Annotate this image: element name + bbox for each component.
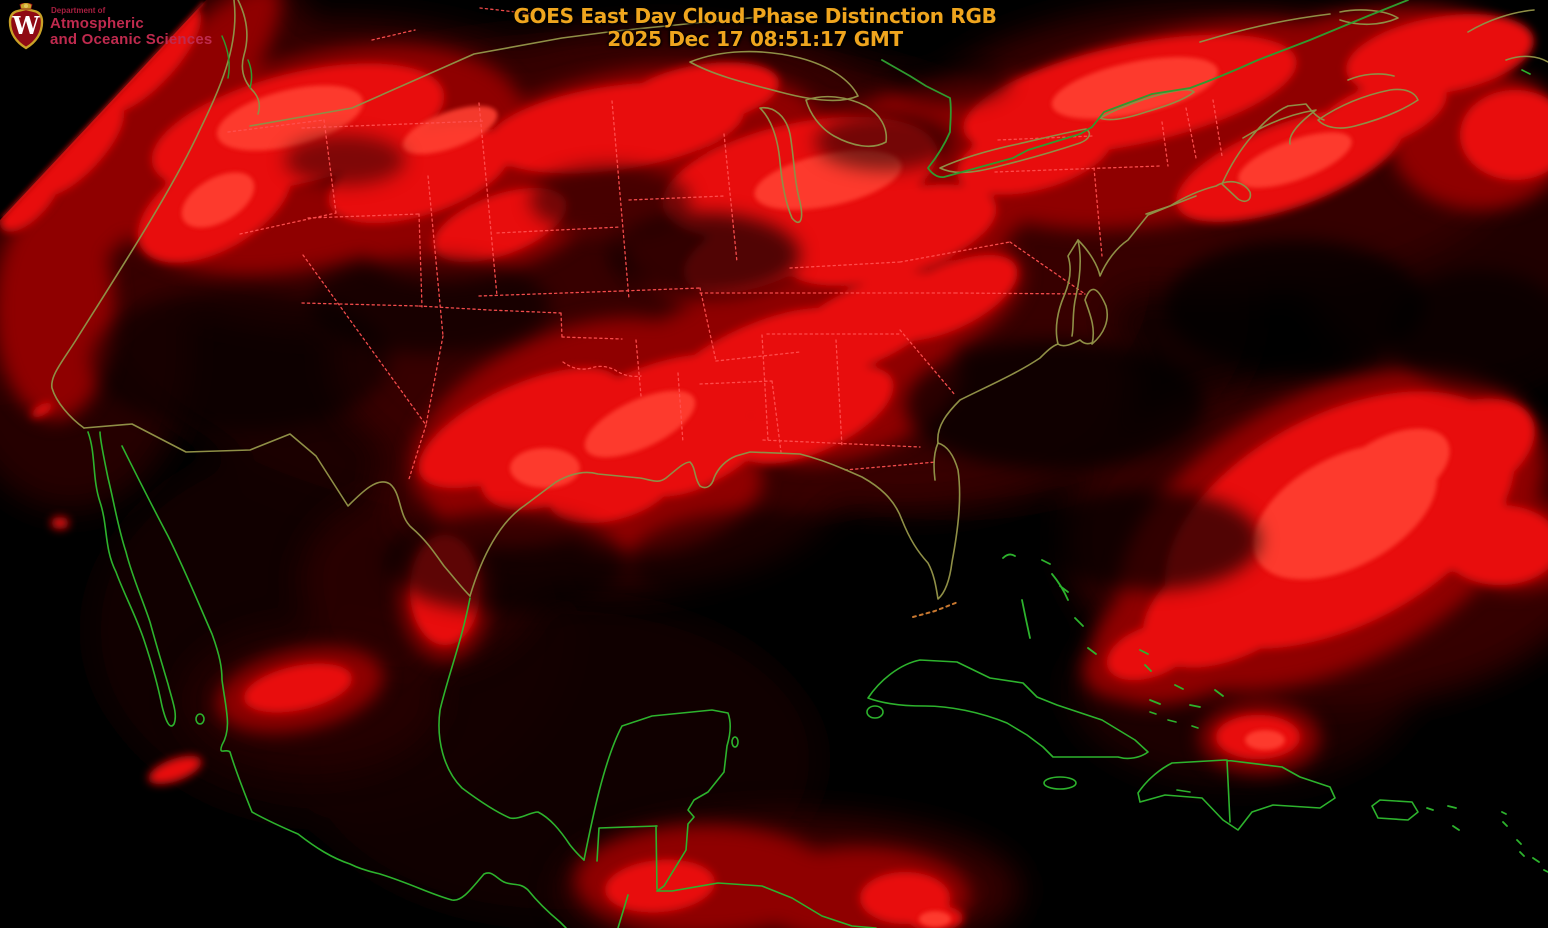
hispaniola (1137, 759, 1336, 831)
midatlantic-coastline (1055, 239, 1081, 345)
uw-crest-icon: W (7, 3, 45, 50)
florida-keys (912, 601, 959, 618)
honduras-coastline (656, 882, 877, 928)
baja-california (87, 431, 177, 727)
title-line-1: GOES East Day Cloud Phase Distinction RG… (513, 4, 997, 28)
title-line-2: 2025 Dec 17 08:51:17 GMT (607, 27, 903, 51)
st-lawrence-coast (1199, 9, 1399, 43)
uw-aos-logo: W Department of Atmospheric and Oceanic … (7, 3, 212, 50)
us-canada-border-west (249, 15, 771, 127)
newfoundland-green (1521, 69, 1531, 75)
logo-name-line1: Atmospheric (50, 15, 144, 32)
tropical-coastlines (87, 69, 1548, 928)
jamaica (1043, 776, 1077, 790)
cozumel (731, 736, 739, 748)
lake-erie (939, 128, 1091, 174)
east-coastline (937, 288, 1108, 444)
cuba (867, 659, 1149, 760)
lake-ontario (1099, 89, 1195, 121)
us-mexico-border (83, 423, 471, 597)
isle-of-youth (866, 705, 884, 719)
yucatan-peninsula (583, 709, 732, 892)
newfoundland-coast (1467, 9, 1548, 63)
us-coastlines (51, 0, 1548, 600)
logo-name-line2: and Oceanic Sciences (50, 31, 213, 48)
lesser-antilles (1426, 805, 1548, 873)
northeast-coastline (1077, 103, 1325, 277)
mexico-gulf-coastline (438, 597, 585, 861)
image-title: GOES East Day Cloud Phase Distinction RG… (0, 5, 1510, 51)
cloud-layer-core (181, 57, 1450, 927)
us-canada-border-lakes (881, 0, 1409, 179)
puerto-rico (1371, 799, 1419, 821)
bc-fjords (237, 0, 261, 115)
mexico-west-coastline (121, 445, 567, 928)
gulf-coastline (469, 451, 903, 597)
map-overlay (51, 0, 1548, 928)
crest-letter: W (12, 11, 41, 40)
lake-superior (689, 50, 859, 102)
long-island (1145, 195, 1197, 215)
lake-michigan (759, 107, 803, 224)
pacific-coastline (51, 0, 236, 429)
maritimes-coast (1242, 73, 1419, 145)
belize-guatemala-borders (596, 825, 658, 928)
logo-dept-prefix: Department of (51, 6, 106, 15)
state-borders (227, 7, 1223, 480)
logo-text: Department of Atmospheric and Oceanic Sc… (50, 3, 213, 48)
earth-limb-rim (0, 0, 206, 220)
bahamas (1002, 553, 1224, 708)
lake-huron (805, 95, 888, 148)
cloud-dark-gaps (90, 55, 1548, 612)
turks-caicos (1149, 711, 1199, 729)
vancouver-island (221, 35, 253, 89)
socorro-island (195, 713, 205, 725)
